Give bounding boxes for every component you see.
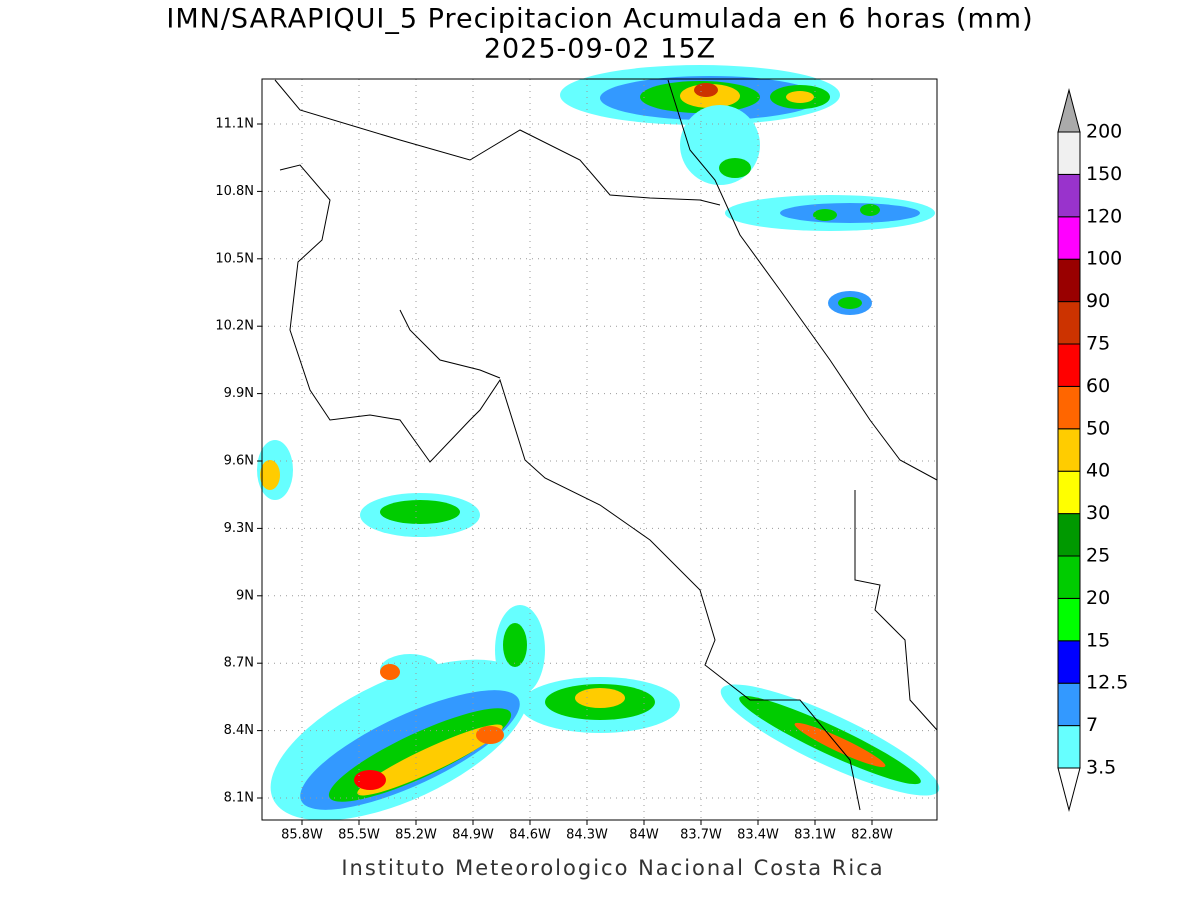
colorbar-label: 20 <box>1086 587 1110 609</box>
colorbar-box <box>1057 597 1081 642</box>
title: IMN/SARAPIQUI_5 Precipitacion Acumulada … <box>166 4 1033 35</box>
grid <box>257 79 937 825</box>
lat-label: 10.2N <box>215 319 254 334</box>
colorbar-box <box>1057 258 1081 303</box>
lat-label: 8.1N <box>224 791 254 806</box>
lon-label: 82.8W <box>851 828 893 843</box>
colorbar-label: 150 <box>1086 163 1122 185</box>
lon-label: 83.1W <box>794 828 836 843</box>
colorbar-under <box>1057 767 1081 812</box>
colorbar: 3.5 7 12.5 15 20 25 30 40 50 60 75 90 100 120 150 200 <box>1057 88 1128 812</box>
colorbar-box <box>1057 385 1081 430</box>
colorbar-label: 40 <box>1086 460 1110 482</box>
footer: Instituto Meteorologico Nacional Costa R… <box>341 856 884 880</box>
colorbar-label: 12.5 <box>1086 672 1128 694</box>
lon-label: 84W <box>629 828 659 843</box>
lat-label: 8.7N <box>224 656 254 671</box>
map-area <box>257 65 940 825</box>
colorbar-box <box>1057 428 1081 472</box>
map-frame <box>261 78 938 821</box>
colorbar-label: 200 <box>1086 121 1122 143</box>
colorbar-label: 75 <box>1086 333 1110 355</box>
colorbar-label: 100 <box>1086 248 1122 270</box>
subtitle: 2025-09-02 15Z <box>484 34 716 65</box>
colorbar-box <box>1057 173 1081 218</box>
lon-label: 85.2W <box>395 828 437 843</box>
lat-label: 9.9N <box>224 386 254 401</box>
colorbar-label: 25 <box>1086 545 1110 567</box>
colorbar-label: 30 <box>1086 502 1110 524</box>
colorbar-label: 3.5 <box>1086 757 1116 779</box>
colorbar-label: 15 <box>1086 629 1110 651</box>
lat-label: 10.8N <box>215 184 254 199</box>
lat-label: 9.3N <box>224 521 254 536</box>
lon-label: 84.3W <box>566 828 608 843</box>
colorbar-box <box>1057 725 1081 769</box>
colorbar-over <box>1057 88 1081 133</box>
colorbar-label: 7 <box>1086 714 1098 736</box>
colorbar-box <box>1057 131 1081 175</box>
lat-label: 8.4N <box>224 723 254 738</box>
lon-label: 85.8W <box>281 828 323 843</box>
colorbar-box <box>1057 682 1081 727</box>
colorbar-label: 90 <box>1086 290 1110 312</box>
coastline <box>274 79 938 811</box>
colorbar-label: 120 <box>1086 205 1122 227</box>
lat-label: 10.5N <box>215 251 254 266</box>
colorbar-box <box>1057 470 1081 515</box>
lon-label: 84.6W <box>509 828 551 843</box>
colorbar-box <box>1057 301 1081 345</box>
lon-label: 84.9W <box>452 828 494 843</box>
colorbar-box <box>1057 216 1081 260</box>
colorbar-box <box>1057 513 1081 557</box>
lon-label: 85.5W <box>338 828 380 843</box>
lat-label: 9.6N <box>224 454 254 469</box>
colorbar-label: 60 <box>1086 375 1110 397</box>
colorbar-label: 50 <box>1086 417 1110 439</box>
precipitation-field <box>257 65 940 821</box>
lat-label: 11.1N <box>215 117 254 132</box>
colorbar-box <box>1057 343 1081 387</box>
lon-label: 83.7W <box>680 828 722 843</box>
colorbar-box <box>1057 555 1081 599</box>
lon-label: 83.4W <box>737 828 779 843</box>
lat-label: 9N <box>236 588 254 603</box>
colorbar-box <box>1057 640 1081 684</box>
